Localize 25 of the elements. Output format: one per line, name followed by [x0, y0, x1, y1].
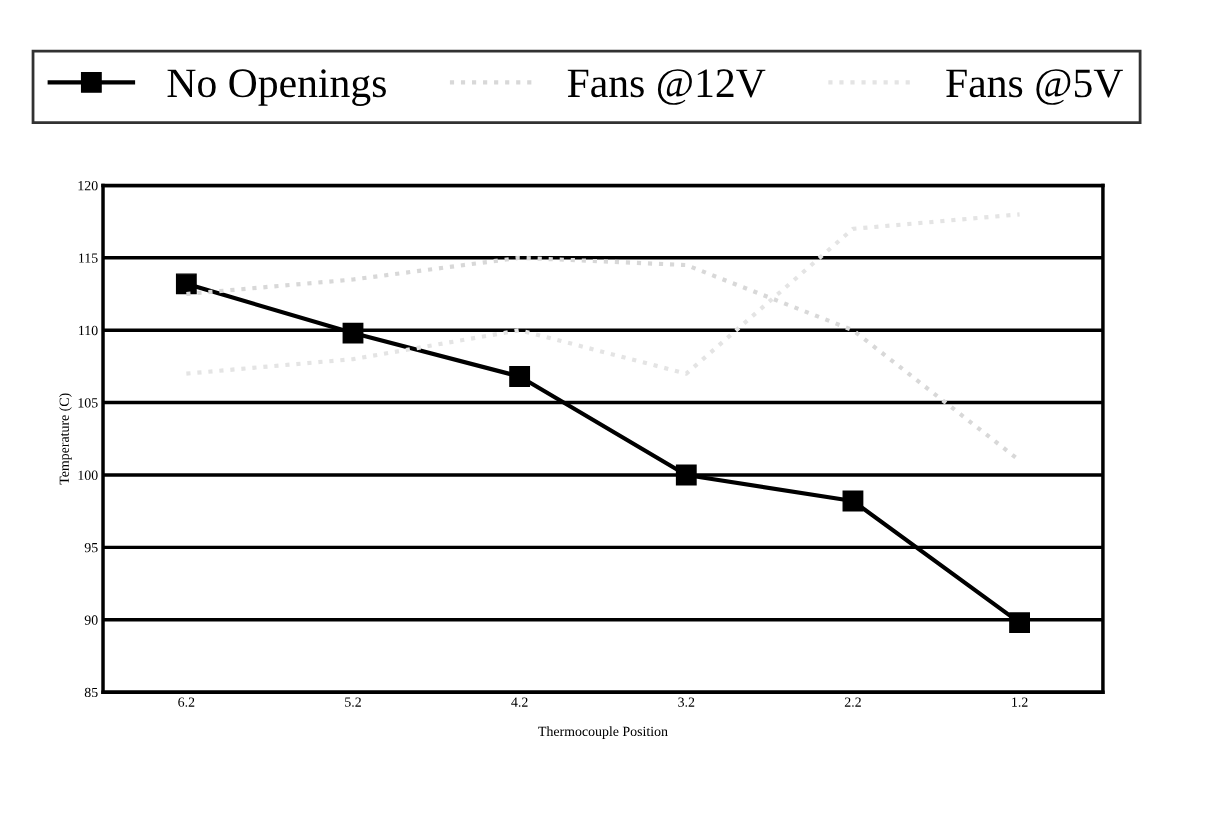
legend-label: Fans @5V: [946, 69, 1123, 105]
x-tick-label: 5.2: [345, 697, 361, 707]
legend-label: Fans @12V: [567, 69, 766, 105]
y-tick-label: 110: [79, 325, 98, 336]
point: [842, 490, 864, 512]
y-tick-label: 95: [84, 542, 98, 553]
point: [342, 322, 364, 344]
y-tick-label: 115: [79, 253, 98, 263]
x-axis-title: Thermocouple Position: [538, 726, 668, 739]
point: [175, 273, 197, 295]
y-tick-label: 120: [78, 180, 98, 191]
y-tick-label: 85: [84, 687, 98, 698]
x-tick-label: 1.2: [1012, 697, 1028, 707]
x-tick-label: 3.2: [678, 697, 695, 707]
y-tick-label: 105: [78, 398, 98, 408]
x-tick-label: 6.2: [178, 697, 195, 707]
x-tick-label: 4.2: [511, 697, 528, 707]
legend-label: No Openings: [167, 69, 386, 106]
y-tick-label: 90: [84, 615, 98, 625]
point: [509, 366, 531, 387]
y-axis-title: Temperature (C): [59, 393, 72, 485]
point: [675, 464, 697, 486]
point: [1009, 612, 1031, 634]
x-tick-label: 2.2: [844, 697, 861, 707]
y-tick-label: 100: [78, 470, 98, 480]
